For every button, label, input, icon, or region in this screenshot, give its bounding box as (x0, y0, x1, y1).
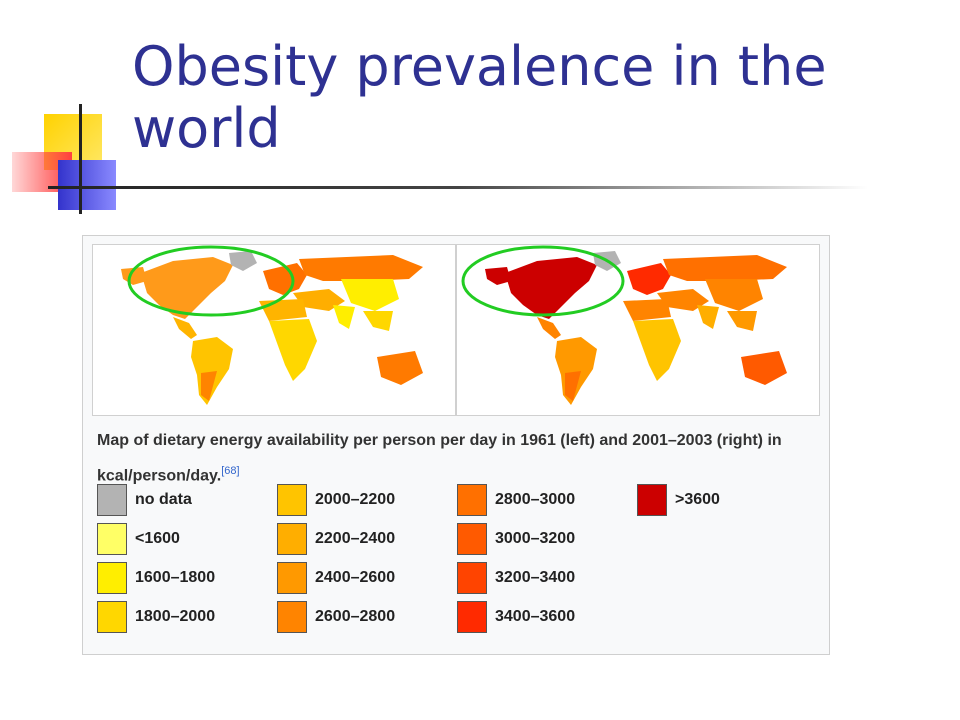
slide-ornament (0, 100, 140, 220)
legend-swatch (457, 601, 487, 633)
legend-label: 2200–2400 (315, 530, 396, 547)
region-north-america (505, 257, 597, 319)
map-2001-2003 (456, 244, 820, 416)
figure-panel: Map of dietary energy availability per p… (82, 235, 830, 655)
legend-swatch (97, 484, 127, 516)
region-australia (741, 351, 787, 385)
region-southeast-asia (727, 311, 757, 331)
legend-label: 3000–3200 (495, 530, 576, 547)
legend-swatch (97, 601, 127, 633)
citation-link[interactable]: [68] (221, 465, 240, 477)
region-china (705, 279, 763, 311)
legend-label: <1600 (135, 530, 180, 547)
highlight-ellipse-2001-2003 (461, 245, 625, 317)
legend-label: 2000–2200 (315, 491, 396, 508)
legend-swatch (457, 523, 487, 555)
region-southeast-asia (363, 311, 393, 331)
region-europe (627, 263, 671, 295)
region-alaska (485, 267, 511, 285)
region-alaska (121, 267, 147, 285)
region-sub-saharan-africa (269, 319, 317, 381)
legend-label: no data (135, 491, 192, 508)
legend-label: 2600–2800 (315, 608, 396, 625)
legend-swatch (277, 523, 307, 555)
region-india (697, 305, 719, 329)
region-north-africa (623, 299, 671, 321)
legend-swatch (97, 562, 127, 594)
world-map-2001-2003-svg (461, 245, 787, 405)
world-map-1961-svg (121, 245, 423, 405)
legend-label: 3400–3600 (495, 608, 576, 625)
legend-swatch (457, 562, 487, 594)
title-underline (48, 186, 868, 189)
legend-label: 1600–1800 (135, 569, 216, 586)
region-middle-east (657, 289, 709, 311)
region-southern-cone (201, 371, 217, 401)
region-china (341, 279, 399, 311)
legend-swatch (637, 484, 667, 516)
legend-label: 3200–3400 (495, 569, 576, 586)
legend-label: 2800–3000 (495, 491, 576, 508)
region-southern-cone (565, 371, 581, 401)
legend-swatch (277, 484, 307, 516)
region-middle-east (293, 289, 345, 311)
region-north-america (141, 257, 233, 319)
legend-swatch (277, 601, 307, 633)
slide-title: Obesity prevalence in the world (132, 35, 827, 160)
region-india (333, 305, 355, 329)
region-central-america (537, 317, 561, 339)
legend-swatch (457, 484, 487, 516)
caption-text: Map of dietary energy availability per p… (97, 432, 782, 485)
ornament-vertical-line (79, 104, 82, 214)
region-greenland (229, 251, 257, 271)
region-russia (299, 255, 423, 281)
legend-label: 1800–2000 (135, 608, 216, 625)
region-central-america (173, 317, 197, 339)
legend-label: >3600 (675, 491, 720, 508)
region-south-america (191, 337, 233, 405)
legend-label: 2400–2600 (315, 569, 396, 586)
region-russia (663, 255, 787, 281)
legend-swatch (277, 562, 307, 594)
ornament-blue-square (58, 160, 116, 210)
map-caption: Map of dietary energy availability per p… (97, 426, 797, 491)
legend-swatch (97, 523, 127, 555)
highlight-ellipse-1961 (127, 245, 295, 317)
region-sub-saharan-africa (633, 319, 681, 381)
region-south-america (555, 337, 597, 405)
region-europe (263, 263, 307, 295)
region-north-africa (259, 299, 307, 321)
region-australia (377, 351, 423, 385)
map-1961 (92, 244, 456, 416)
